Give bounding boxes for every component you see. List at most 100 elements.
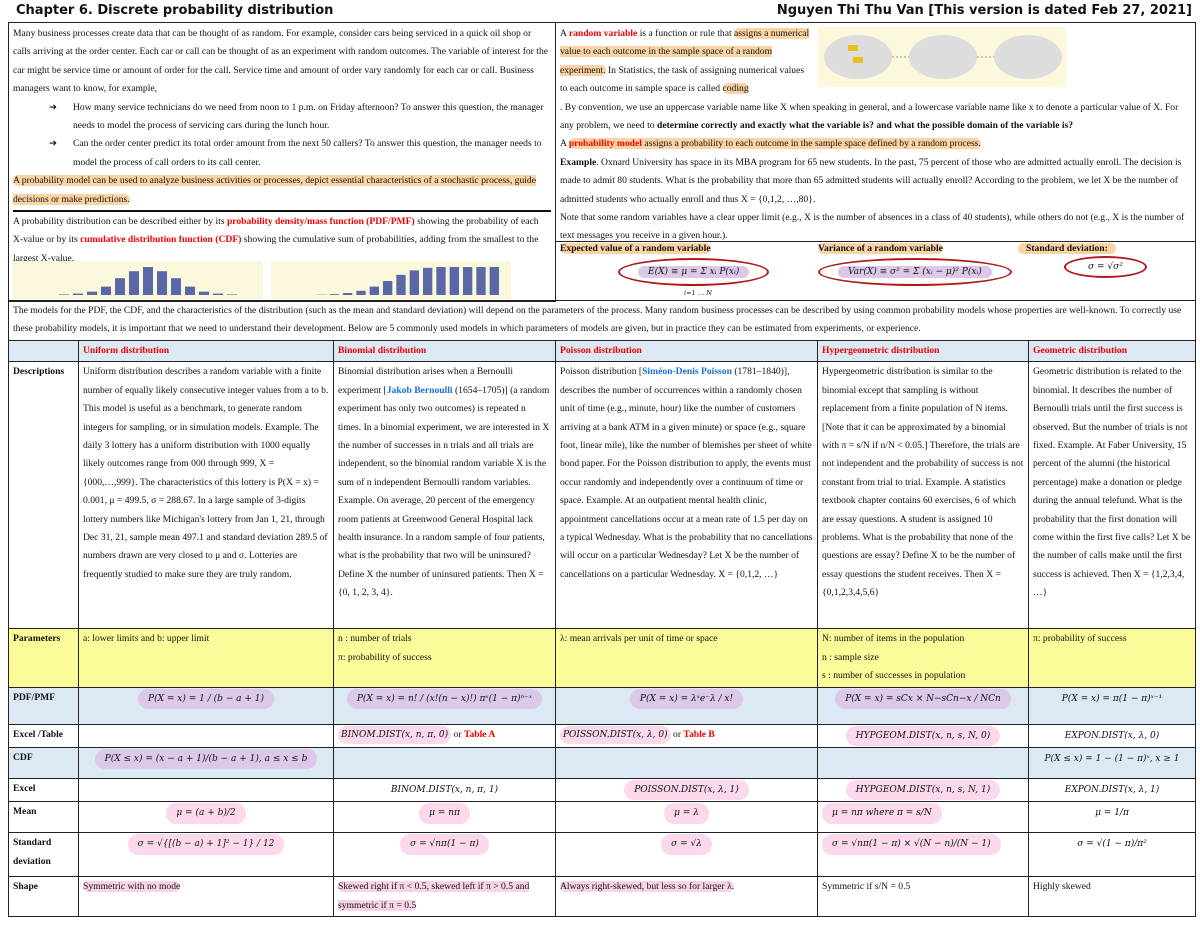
poisson-link[interactable]: Siméon-Denis Poisson xyxy=(642,366,732,378)
poisson-sd: σ = √λ xyxy=(661,834,712,855)
poisson-shape: Always right-skewed, but less so for lar… xyxy=(560,881,735,893)
thumbnail-bar xyxy=(409,270,419,295)
uniform-description: Uniform distribution describes a random … xyxy=(78,361,334,630)
table-row-excel: Excel BINOM.DIST(x, n, π, 1) POISSON.DIS… xyxy=(8,778,1196,803)
thumbnail-bar xyxy=(436,267,446,295)
variance-formula: Var(X) ≡ σ² = Σ (xᵢ − μ)² P(xᵢ) xyxy=(818,258,1012,286)
table-row-cdf: CDF P(X ≤ x) = (x − a + 1)/(b − a + 1), … xyxy=(8,747,1196,780)
moments-section: Expected value of a random variable Vari… xyxy=(555,241,1196,301)
geometric-mean: μ = 1/π xyxy=(1095,808,1129,819)
geometric-excel-cdf: EXPON.DIST(x, λ, 1) xyxy=(1064,785,1160,796)
thumbnail-bar xyxy=(343,293,353,295)
expected-value-formula: E(X) ≡ μ = Σ xᵢ P(xᵢ) xyxy=(618,258,770,286)
hypergeometric-mean: μ = nπ where π = s/N xyxy=(822,803,942,824)
arrow-icon: ➔ xyxy=(49,138,58,150)
probability-model-definition: A probability model assigns a probabilit… xyxy=(560,138,981,150)
example-oxnard: Example. Oxnard University has space in … xyxy=(560,156,1182,205)
question-2: ➔ Can the order center predict its total … xyxy=(13,135,551,172)
binomial-description: Binomial distribution arises when a Bern… xyxy=(333,361,556,630)
thumbnail-bar xyxy=(329,294,339,295)
poisson-mean: μ = λ xyxy=(664,803,709,824)
poisson-excel-cdf: POISSON.DIST(x, λ, 1) xyxy=(624,780,749,801)
table-row-pdf: PDF/PMF P(X = x) = 1 / (b − a + 1) P(X =… xyxy=(8,686,1196,725)
variable-notation: . By convention, we use an uppercase var… xyxy=(560,101,1179,132)
uniform-cdf: P(X ≤ x) = (x − a + 1)/(b − a + 1), a ≤ … xyxy=(94,749,318,770)
thumbnail-bar xyxy=(369,286,379,295)
std-dev-label: Standard deviation: xyxy=(1018,243,1116,254)
table-row-descriptions: Descriptions Uniform distribution descri… xyxy=(8,361,1196,630)
random-variable-definition: A random variable is a function or rule … xyxy=(560,28,810,95)
binomial-excel-pdf: BINOM.DIST(x, n, π, 0) xyxy=(338,725,452,745)
poisson-pdf: P(X = x) = λˣe⁻λ / x! xyxy=(629,688,744,710)
thumbnail-bar xyxy=(129,271,139,295)
hypergeometric-description: Hypergeometric distribution is similar t… xyxy=(817,361,1029,630)
hypergeometric-pdf: P(X = x) = sCx × N−sCn−x / NCn xyxy=(835,688,1011,710)
thumbnail-bar xyxy=(101,286,111,295)
binomial-mean: μ = nπ xyxy=(419,803,470,824)
table-a-ref: Table A xyxy=(463,728,496,740)
thumbnail-bar xyxy=(463,267,473,295)
geometric-description: Geometric distribution is related to the… xyxy=(1028,361,1196,630)
uniform-sd: σ = √{[(b − a) + 1]² − 1} / 12 xyxy=(127,834,285,855)
binomial-shape: Skewed right if π < 0.5, skewed left if … xyxy=(338,881,530,911)
hypergeometric-shape: Symmetric if s/N = 0.5 xyxy=(817,876,1029,918)
thumbnail-bar xyxy=(396,274,406,295)
uniform-pdf: P(X = x) = 1 / (b − a + 1) xyxy=(138,688,274,710)
col-binomial: Binomial distribution xyxy=(333,339,556,363)
table-row-std-dev: Standard deviation σ = √{[(b − a) + 1]² … xyxy=(8,832,1196,878)
summation-limits: i=1 … N xyxy=(684,289,712,297)
thumbnail-bar xyxy=(157,271,167,295)
model-definition: A probability model can be used to analy… xyxy=(13,175,536,205)
table-header-row: Uniform distribution Binomial distributi… xyxy=(8,339,1196,363)
intro-paragraph: Many business processes create data that… xyxy=(13,28,548,95)
author-version: Nguyen Thi Thu Van [This version is date… xyxy=(776,3,1192,18)
intro-section: Many business processes create data that… xyxy=(8,22,556,302)
page-title: Chapter 6. Discrete probability distribu… xyxy=(16,3,334,18)
geometric-shape: Highly skewed xyxy=(1028,876,1196,918)
hypergeometric-sd: σ = √nπ(1 − π) × √(N − n)/(N − 1) xyxy=(822,834,1001,855)
random-variable-diagram xyxy=(818,27,1066,87)
binomial-sd: σ = √nπ(1 − π) xyxy=(400,834,489,855)
col-geometric: Geometric distribution xyxy=(1028,339,1196,363)
thumbnail-bar xyxy=(449,267,459,295)
col-uniform: Uniform distribution xyxy=(78,339,334,363)
hypergeometric-excel-cdf: HYPGEOM.DIST(x, n, s, N, 1) xyxy=(845,780,1001,801)
table-b-ref: Table B xyxy=(683,728,715,740)
thumbnail-bar xyxy=(476,267,486,295)
distribution-definition: A probability distribution can be descri… xyxy=(13,216,539,264)
random-variable-section: A random variable is a function or rule … xyxy=(555,22,1196,242)
thumbnail-bar xyxy=(185,286,195,295)
thumbnail-bar xyxy=(489,267,499,295)
col-hypergeometric: Hypergeometric distribution xyxy=(817,339,1029,363)
thumbnail-bar xyxy=(356,290,366,295)
expected-value-label: Expected value of a random variable xyxy=(560,243,711,254)
arrow-divider xyxy=(13,210,551,213)
geometric-sd: σ = √(1 − π)/π² xyxy=(1077,839,1147,850)
geometric-pdf: P(X = x) = π(1 − π)ˣ⁻¹ xyxy=(1061,693,1163,704)
thumbnail-bar xyxy=(213,293,223,295)
binomial-excel-cdf: BINOM.DIST(x, n, π, 1) xyxy=(390,785,499,796)
table-row-excel-table: Excel /Table BINOM.DIST(x, n, π, 0) or T… xyxy=(8,723,1196,749)
table-row-shape: Shape Symmetric with no mode Skewed righ… xyxy=(8,876,1196,918)
thumbnail-bar xyxy=(423,267,433,295)
models-intro: The models for the PDF, the CDF, and the… xyxy=(8,300,1196,341)
uniform-shape: Symmetric with no mode xyxy=(83,881,181,893)
thumbnail-bar xyxy=(199,291,209,295)
variance-label: Variance of a random variable xyxy=(818,243,943,254)
col-poisson: Poisson distribution xyxy=(555,339,818,363)
bernoulli-link[interactable]: Jakob Bernoulli xyxy=(386,384,453,396)
thumbnail-bar xyxy=(87,291,97,295)
thumbnail-bar xyxy=(59,294,69,295)
table-row-parameters: Parameters a: lower limits and b: upper … xyxy=(8,628,1196,688)
geometric-cdf: P(X ≤ x) = 1 − (1 − π)ˣ, x ≥ 1 xyxy=(1044,754,1180,765)
table-row-mean: Mean μ = (a + b)/2 μ = nπ μ = λ μ = nπ w… xyxy=(8,801,1196,834)
thumbnail-bar xyxy=(227,294,237,295)
note-upper-limit: Note that some random variables have a c… xyxy=(560,212,1185,242)
cdf-chart-thumbnail xyxy=(271,261,511,299)
poisson-description: Poisson distribution [Siméon-Denis Poiss… xyxy=(555,361,818,630)
question-1: ➔ How many service technicians do we need… xyxy=(13,99,551,136)
distribution-table: Uniform distribution Binomial distributi… xyxy=(8,339,1196,918)
thumbnail-bar xyxy=(73,293,83,295)
thumbnail-bar xyxy=(115,278,125,295)
uniform-mean: μ = (a + b)/2 xyxy=(166,803,246,824)
